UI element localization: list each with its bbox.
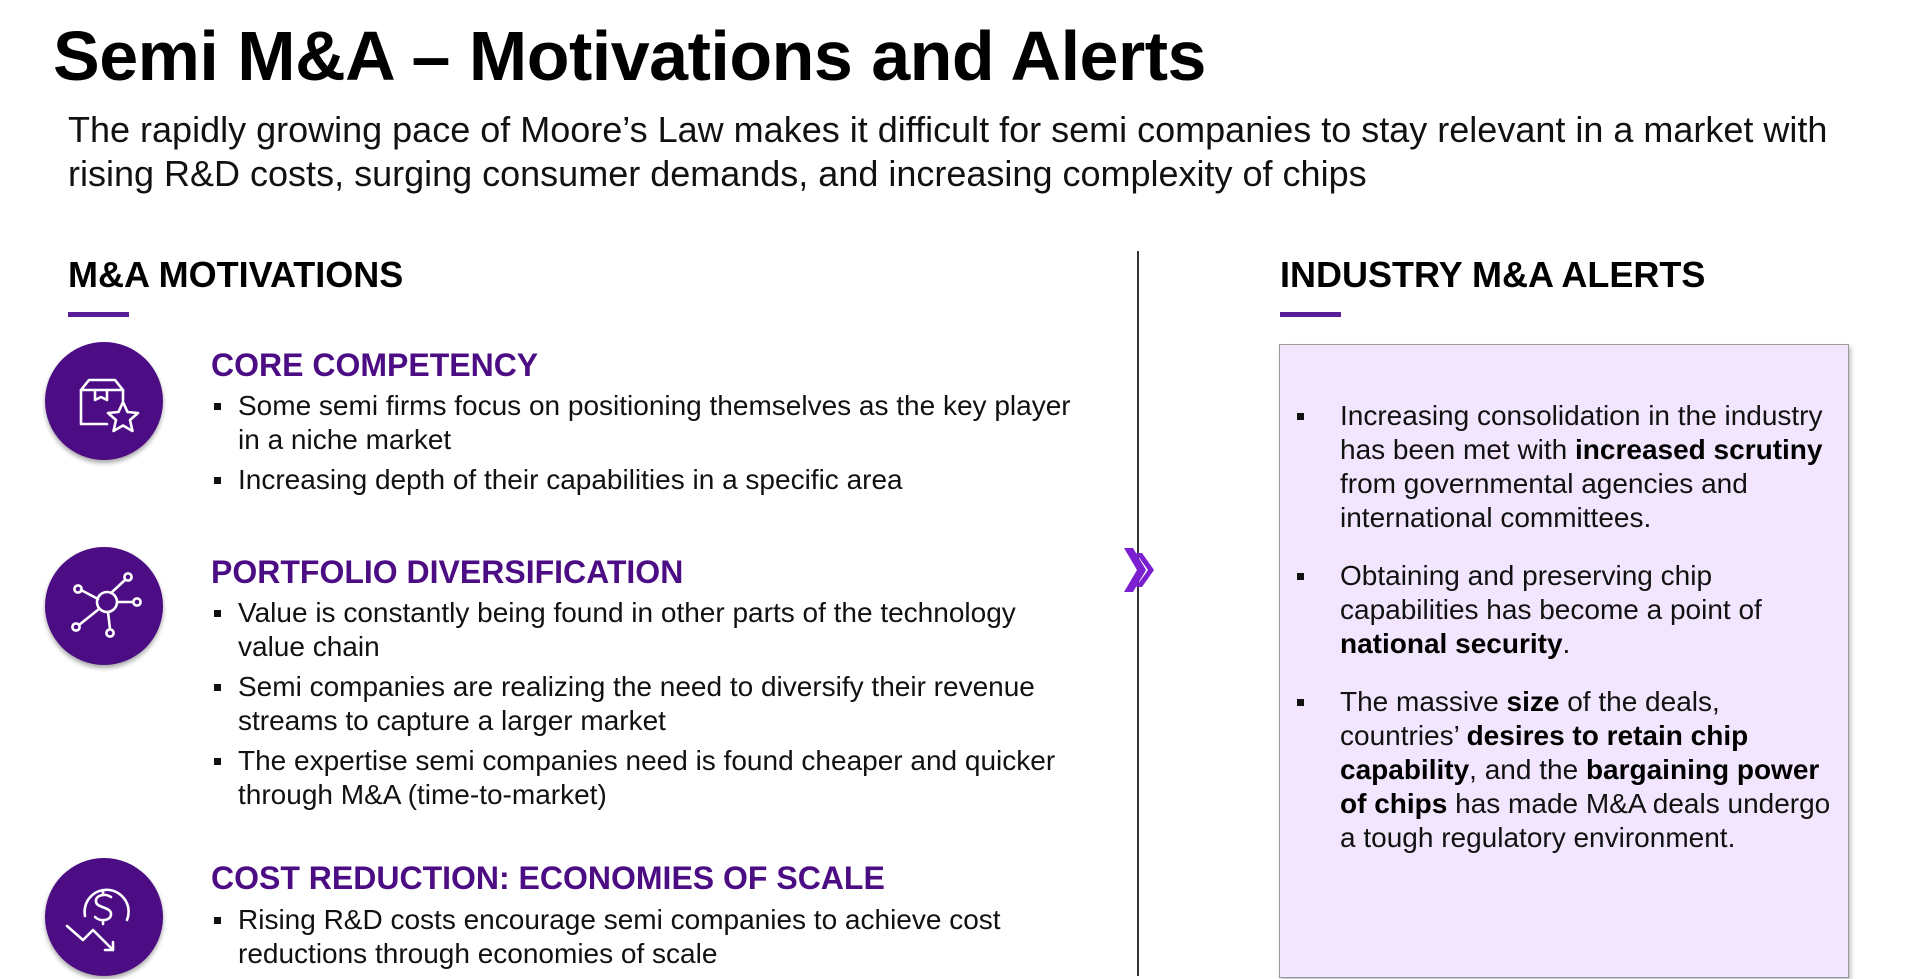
page-title: Semi M&A – Motivations and Alerts: [53, 17, 1206, 95]
cost-reduction-circle: [45, 858, 163, 976]
network-hub-icon: [71, 572, 142, 638]
list-item: The expertise semi companies need is fou…: [211, 744, 1081, 812]
list-item: Increasing depth of their capabilities i…: [211, 463, 1081, 497]
section-divider: [1137, 251, 1139, 976]
double-chevron-right-icon: [1124, 548, 1154, 592]
list-item: Some semi firms focus on positioning the…: [211, 389, 1081, 457]
core-competency-title: CORE COMPETENCY: [211, 347, 539, 383]
list-item: Value is constantly being found in other…: [211, 596, 1081, 664]
alert-item: The massive size of the deals, countries…: [1280, 685, 1840, 855]
alerts-box: Increasing consolidation in the industry…: [1279, 344, 1849, 978]
page-subtitle: The rapidly growing pace of Moore’s Law …: [68, 109, 1828, 194]
portfolio-diversification-bullets: Value is constantly being found in other…: [211, 596, 1081, 818]
box-star-icon: [79, 378, 140, 433]
alert-item: Increasing consolidation in the industry…: [1280, 399, 1840, 535]
cost-reduction-title: COST REDUCTION: ECONOMIES OF SCALE: [211, 860, 885, 896]
motivations-heading: M&A MOTIVATIONS: [68, 254, 404, 295]
portfolio-diversification-circle: [45, 547, 163, 665]
alert-item: Obtaining and preserving chip capabiliti…: [1280, 559, 1840, 661]
cost-reduction-bullets: Rising R&D costs encourage semi companie…: [211, 903, 1081, 977]
core-competency-circle: [45, 342, 163, 460]
dollar-decline-icon: [65, 888, 130, 952]
alerts-heading-underline: [1280, 312, 1341, 317]
list-item: Semi companies are realizing the need to…: [211, 670, 1081, 738]
motivations-heading-underline: [68, 312, 129, 317]
alerts-list: Increasing consolidation in the industry…: [1280, 399, 1840, 879]
alerts-heading: INDUSTRY M&A ALERTS: [1280, 254, 1706, 295]
list-item: Rising R&D costs encourage semi companie…: [211, 903, 1081, 971]
portfolio-diversification-title: PORTFOLIO DIVERSIFICATION: [211, 554, 684, 590]
core-competency-bullets: Some semi firms focus on positioning the…: [211, 389, 1081, 503]
